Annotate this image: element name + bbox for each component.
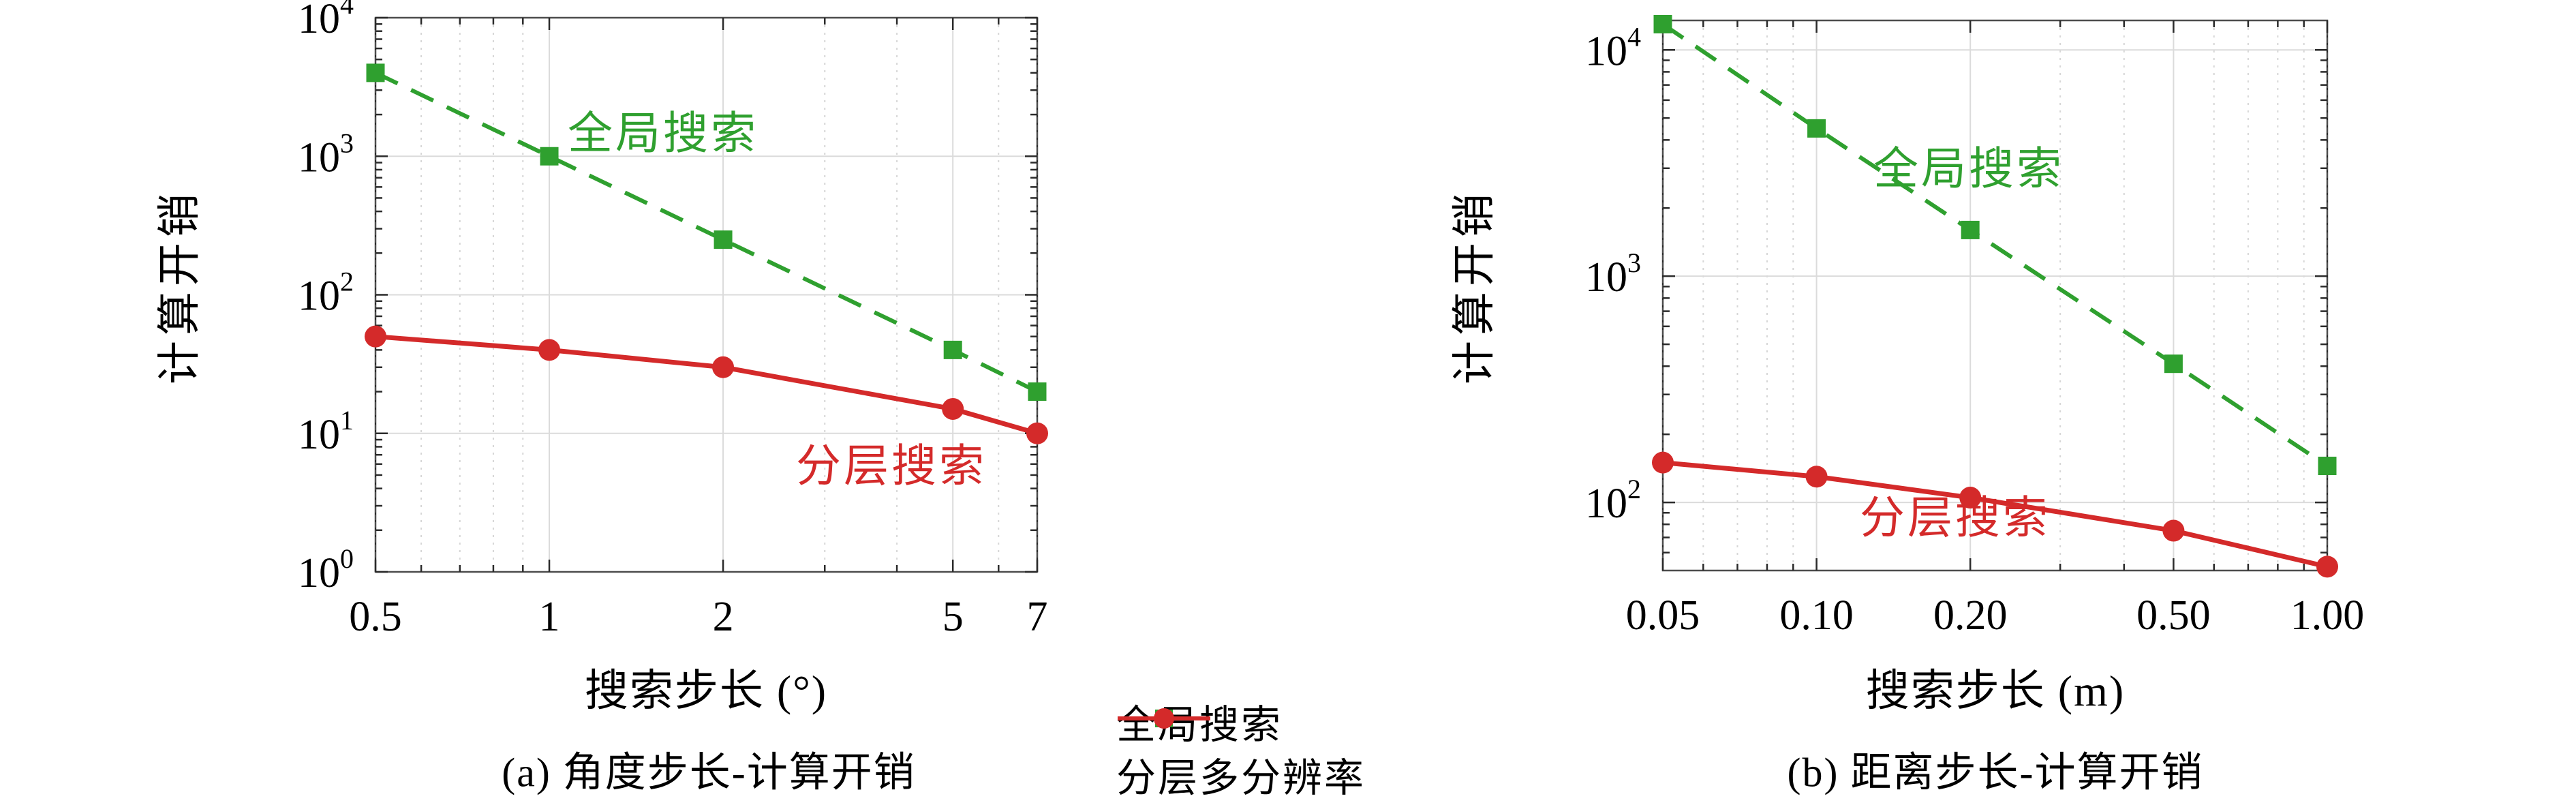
x-tick-label: 0.05 <box>1626 592 1700 639</box>
data-marker-square <box>943 340 962 359</box>
x-tick-label: 2 <box>713 594 734 640</box>
x-tick-label: 0.10 <box>1779 592 1854 639</box>
data-marker-square <box>366 63 385 82</box>
x-tick-label: 7 <box>1027 594 1048 640</box>
legend-sample-solid-circle <box>1118 708 1210 729</box>
legend-item-hierarchical-multires: 分层多分辨率 <box>1116 708 1366 800</box>
annotation-hierarchical-search-b: 分层搜索 <box>1860 493 2051 543</box>
data-marker-circle <box>712 356 735 378</box>
data-marker-square <box>1961 220 1980 239</box>
y-tick-label: 103 <box>298 127 354 181</box>
y-tick-label: 104 <box>1585 21 1641 74</box>
x-tick-label: 1 <box>539 594 560 640</box>
data-marker-circle <box>942 397 964 420</box>
data-marker-square <box>2164 354 2183 374</box>
x-tick-label: 0.5 <box>349 594 402 640</box>
data-marker-circle <box>2316 556 2338 578</box>
y-tick-label: 101 <box>298 405 354 458</box>
series-line-global-search <box>374 71 1039 394</box>
legend-marker-circle <box>1154 708 1174 729</box>
data-marker-circle <box>1652 451 1674 474</box>
x-axis-label-left: 搜索步长 (°) <box>584 667 828 715</box>
annotation-global-search-b: 全局搜索 <box>1873 145 2064 194</box>
data-marker-square <box>714 230 733 249</box>
series-line-global-search <box>1661 22 2329 468</box>
y-tick-label: 102 <box>298 267 354 320</box>
data-marker-circle <box>1959 487 1982 509</box>
legend-label-global-search: 全局搜索 <box>1116 703 1283 747</box>
annotation-hierarchical-search-a: 分层搜索 <box>796 442 987 491</box>
y-tick-label: 102 <box>1585 474 1641 527</box>
y-tick-label: 100 <box>298 543 354 596</box>
data-marker-circle <box>365 325 386 348</box>
data-marker-circle <box>1805 466 1828 488</box>
data-marker-circle <box>538 339 561 361</box>
data-marker-circle <box>1026 422 1048 444</box>
y-axis-label-left: 计算开销 <box>155 188 204 384</box>
panel-caption-a: (a) 角度步长-计算开销 <box>502 750 916 795</box>
y-axis-label-right: 计算开销 <box>1450 188 1499 384</box>
x-tick-label: 5 <box>942 594 964 640</box>
x-axis-label-right: 搜索步长 (m) <box>1865 667 2126 715</box>
data-marker-square <box>1807 119 1826 138</box>
x-tick-label: 0.20 <box>1933 592 2008 639</box>
panel-caption-b: (b) 距离步长-计算开销 <box>1787 750 2204 795</box>
series-line-hierarchical-search <box>375 334 1038 436</box>
chart-b: 0.05 0.10 0.20 0.50 1.00 102 103 104 <box>1585 14 2365 639</box>
chart-a: 0.5 1 2 5 7 100 101 102 103 104 <box>298 0 1048 640</box>
data-marker-square <box>540 147 559 166</box>
y-tick-label: 104 <box>298 0 354 42</box>
legend-label-hierarchical-multires: 分层多分辨率 <box>1116 756 1366 800</box>
x-tick-label: 1.00 <box>2290 592 2365 639</box>
plot-border <box>1661 19 2329 572</box>
x-tick-label: 0.50 <box>2136 592 2211 639</box>
annotation-global-search-a: 全局搜索 <box>568 109 758 159</box>
y-tick-label: 103 <box>1585 247 1641 301</box>
legend: 全局搜索 分层多分辨率 <box>1116 699 1366 800</box>
data-marker-square <box>2318 457 2337 476</box>
data-marker-circle <box>2162 519 2185 542</box>
data-marker-square <box>1028 382 1047 401</box>
data-marker-square <box>1653 14 1672 33</box>
